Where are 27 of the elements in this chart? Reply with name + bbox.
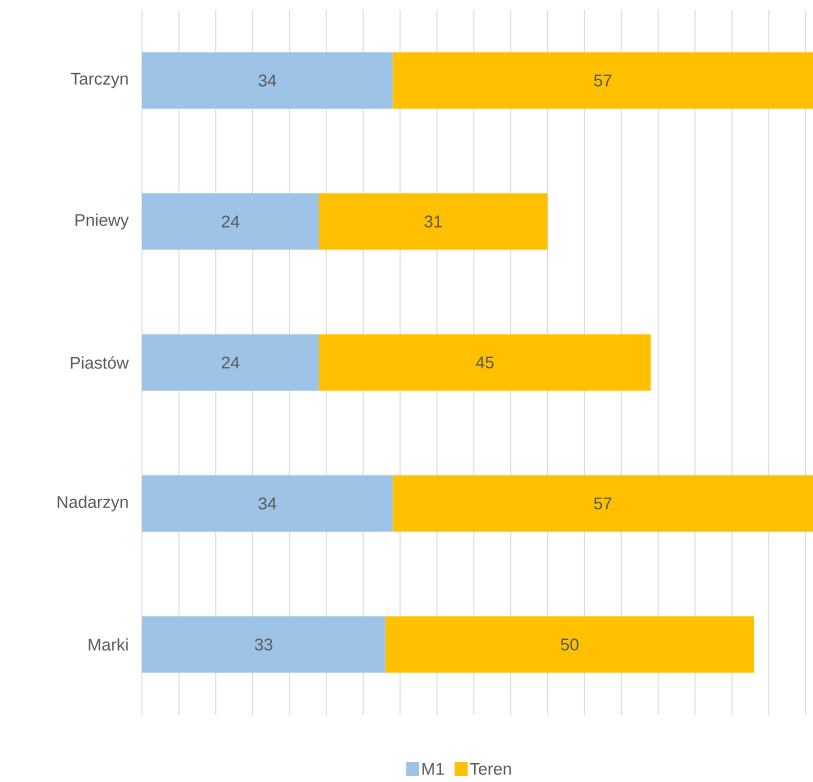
legend-label: M1 <box>422 763 444 775</box>
data-label: 57 <box>594 498 612 510</box>
bar <box>392 52 813 109</box>
data-label: 34 <box>258 498 276 510</box>
data-label: 24 <box>222 356 240 368</box>
bar <box>318 193 548 250</box>
data-label: 45 <box>476 356 494 368</box>
bar <box>142 52 393 109</box>
bar <box>385 616 754 673</box>
data-label: 57 <box>594 74 612 86</box>
y-tick-label: Marki <box>88 638 128 651</box>
data-label: 33 <box>254 638 272 650</box>
y-tick-label: Piastów <box>70 356 129 369</box>
legend-label: Teren <box>470 763 511 775</box>
y-tick-label: Pniewy <box>76 214 129 230</box>
y-tick-label: Tarczyn <box>70 72 128 88</box>
bar <box>392 475 813 532</box>
data-label: 24 <box>222 216 240 228</box>
bar <box>142 475 393 532</box>
y-tick-label: Nadarzyn <box>58 496 128 512</box>
bar <box>142 193 319 250</box>
bar <box>142 334 319 391</box>
bar <box>318 334 651 391</box>
data-label: 31 <box>424 215 442 228</box>
bar <box>142 616 386 673</box>
data-label: 34 <box>258 74 276 86</box>
data-label: 50 <box>560 638 578 650</box>
